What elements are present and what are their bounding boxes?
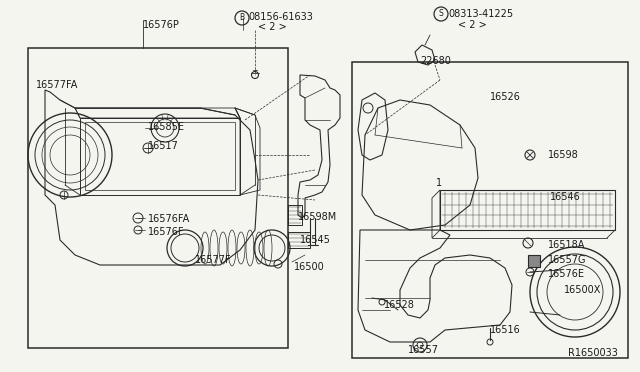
Text: 16557G: 16557G <box>548 255 586 265</box>
Text: 16577FA: 16577FA <box>36 80 78 90</box>
Circle shape <box>133 213 143 223</box>
Text: 1: 1 <box>436 178 442 188</box>
Bar <box>288 232 310 248</box>
Text: 16576FA: 16576FA <box>148 214 190 224</box>
Bar <box>288 205 302 225</box>
Text: R1650033: R1650033 <box>568 348 618 358</box>
Text: < 2 >: < 2 > <box>458 20 487 30</box>
Text: < 2 >: < 2 > <box>258 22 287 32</box>
Text: 16576P: 16576P <box>143 20 180 30</box>
Text: 16516: 16516 <box>490 325 521 335</box>
Text: 16500: 16500 <box>294 262 324 272</box>
Text: 16545: 16545 <box>300 235 331 245</box>
Bar <box>85 122 235 190</box>
Bar <box>352 62 628 358</box>
Bar <box>80 118 240 195</box>
Text: 16598: 16598 <box>548 150 579 160</box>
Text: 16576F: 16576F <box>148 227 184 237</box>
Bar <box>528 255 540 267</box>
Text: 16518A: 16518A <box>548 240 586 250</box>
Text: 16585E: 16585E <box>148 122 185 132</box>
Text: 22680: 22680 <box>420 56 451 66</box>
Text: S: S <box>438 10 444 19</box>
Text: 16557: 16557 <box>408 345 439 355</box>
Text: 16500X: 16500X <box>564 285 602 295</box>
Text: 16576E: 16576E <box>548 269 585 279</box>
Text: 16598M: 16598M <box>298 212 337 222</box>
Bar <box>28 48 288 348</box>
Text: 16577F: 16577F <box>195 255 232 265</box>
Bar <box>440 190 615 230</box>
Text: 16528: 16528 <box>384 300 415 310</box>
Text: 16546: 16546 <box>550 192 580 202</box>
Text: 16517: 16517 <box>148 141 179 151</box>
Text: 16526: 16526 <box>490 92 521 102</box>
Text: 08313-41225: 08313-41225 <box>448 9 513 19</box>
Text: 08156-61633: 08156-61633 <box>248 12 313 22</box>
Text: B: B <box>239 13 244 22</box>
